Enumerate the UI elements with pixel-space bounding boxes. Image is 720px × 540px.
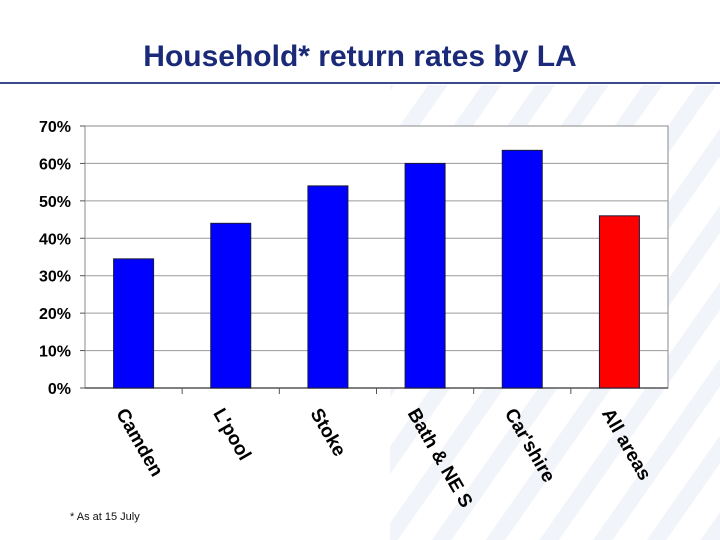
plot-area [84, 125, 669, 389]
x-tick-label: Car'shire [500, 405, 559, 486]
bar [404, 162, 446, 389]
y-tick-label: 50% [39, 194, 71, 211]
x-tick-label: L'pool [208, 405, 254, 464]
y-tick-label: 60% [39, 156, 71, 173]
y-tick-label: 30% [39, 269, 71, 286]
bar [113, 258, 155, 389]
bar [210, 222, 252, 389]
x-tick-label: Stoke [306, 405, 350, 460]
footnote: * As at 15 July [70, 511, 140, 523]
x-tick-label: Camden [111, 405, 167, 480]
bar [307, 185, 349, 389]
y-tick-label: 0% [48, 381, 71, 398]
bar [501, 149, 543, 389]
y-tick-label: 20% [39, 306, 71, 323]
y-tick-label: 40% [39, 231, 71, 248]
bar [598, 215, 640, 389]
bar-chart: 0% 10% 20% 30% 40% 50% 60% 70% Camden L'pool Stoke… [39, 119, 669, 510]
y-tick-label: 10% [39, 344, 71, 361]
y-tick-label: 70% [39, 119, 71, 136]
page-title: Household* return rates by LA [143, 40, 577, 73]
x-tick-label: All areas [597, 405, 655, 484]
x-tick-label: Bath & NE S [403, 405, 477, 510]
title-divider [0, 82, 720, 84]
